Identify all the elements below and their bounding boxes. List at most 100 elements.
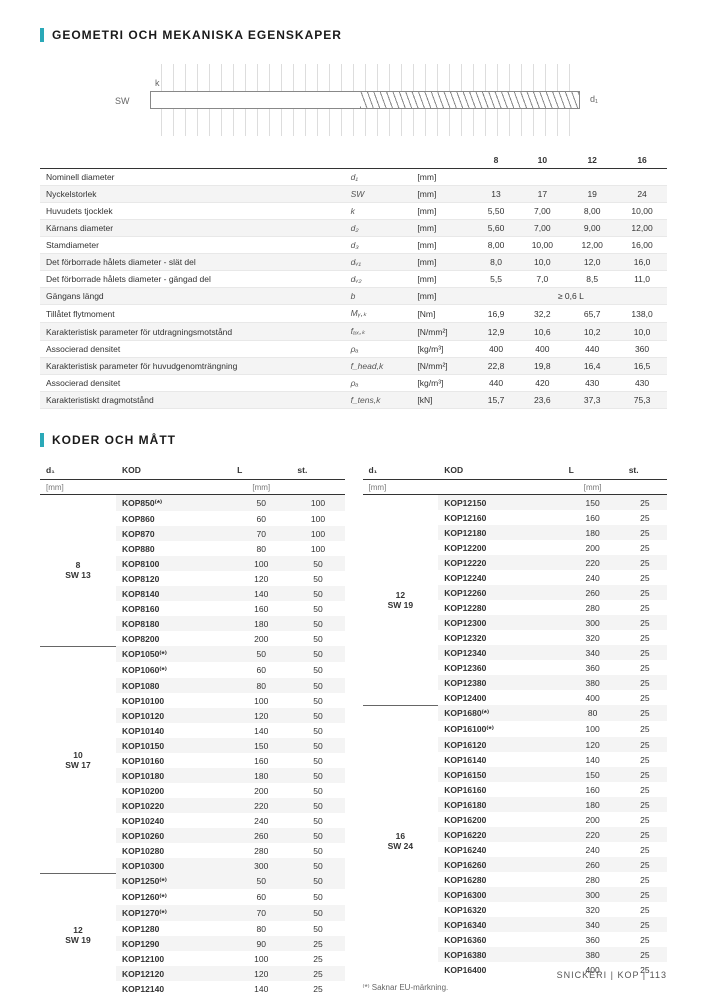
code-L: 220: [563, 555, 623, 570]
prop-value: ≥ 0,6 L: [475, 288, 667, 305]
code-kod: KOP10180: [116, 768, 231, 783]
col-kodr: KOD: [438, 461, 562, 480]
code-st: 25: [623, 947, 667, 962]
code-kod: KOP10120: [116, 708, 231, 723]
code-st: 25: [623, 797, 667, 812]
code-st: 50: [291, 858, 344, 873]
code-L: 50: [231, 646, 291, 662]
col-str: st.: [623, 461, 667, 480]
code-L: 80: [231, 541, 291, 556]
prop-value: [567, 169, 617, 186]
prop-value: 10,6: [517, 323, 567, 341]
code-kod: KOP12340: [438, 645, 562, 660]
prop-unit: [mm]: [411, 237, 474, 254]
code-st: 25: [623, 570, 667, 585]
prop-value: 8,0: [475, 254, 518, 271]
code-st: 25: [623, 842, 667, 857]
code-L: 200: [231, 783, 291, 798]
prop-value: [517, 169, 567, 186]
code-kod: KOP16150: [438, 767, 562, 782]
prop-label: Stamdiameter: [40, 237, 345, 254]
code-kod: KOP16260: [438, 857, 562, 872]
prop-value: 138,0: [617, 305, 667, 323]
prop-value: 65,7: [567, 305, 617, 323]
code-L: 300: [231, 858, 291, 873]
code-L: 100: [563, 721, 623, 737]
code-kod: KOP12260: [438, 585, 562, 600]
prop-value: 400: [475, 341, 518, 358]
code-st: 25: [623, 690, 667, 705]
code-L: 160: [563, 782, 623, 797]
prop-symbol: SW: [345, 186, 412, 203]
code-st: 25: [623, 917, 667, 932]
code-kod: KOP1250⁽*⁾: [116, 873, 231, 889]
prop-label: Karakteristisk parameter för utdragnings…: [40, 323, 345, 341]
section2-title: KODER OCH MÅTT: [40, 433, 667, 447]
code-kod: KOP16280: [438, 872, 562, 887]
prop-value: 440: [475, 375, 518, 392]
col-Lr: L: [563, 461, 623, 480]
code-kod: KOP12320: [438, 630, 562, 645]
prop-symbol: f_head,k: [345, 358, 412, 375]
prop-value: 11,0: [617, 271, 667, 288]
code-L: 160: [231, 753, 291, 768]
code-st: 25: [623, 540, 667, 555]
code-L: 320: [563, 630, 623, 645]
footnote: ⁽*⁾ Saknar EU-märkning.: [363, 983, 668, 992]
prop-value: 12,00: [617, 220, 667, 237]
code-L: 280: [563, 872, 623, 887]
code-st: 25: [623, 525, 667, 540]
code-kod: KOP12180: [438, 525, 562, 540]
label-k: k: [155, 78, 160, 88]
code-st: 25: [623, 872, 667, 887]
code-st: 25: [623, 767, 667, 782]
prop-label: Kärnans diameter: [40, 220, 345, 237]
code-kod: KOP16160: [438, 782, 562, 797]
prop-value: 360: [617, 341, 667, 358]
code-st: 50: [291, 828, 344, 843]
prop-value: 15,7: [475, 392, 518, 409]
code-L: 220: [563, 827, 623, 842]
prop-value: 75,3: [617, 392, 667, 409]
code-st: 100: [291, 526, 344, 541]
prop-value: 5,5: [475, 271, 518, 288]
code-L: 200: [563, 540, 623, 555]
code-kod: KOP10100: [116, 693, 231, 708]
prop-value: 22,8: [475, 358, 518, 375]
code-kod: KOP10240: [116, 813, 231, 828]
prop-unit: [N/mm²]: [411, 323, 474, 341]
prop-value: 10,0: [517, 254, 567, 271]
prop-value: 8,00: [475, 237, 518, 254]
prop-value: 23,6: [517, 392, 567, 409]
code-st: 25: [623, 932, 667, 947]
prop-value: 16,0: [617, 254, 667, 271]
code-kod: KOP1680⁽*⁾: [438, 705, 562, 721]
code-L: 180: [231, 616, 291, 631]
props-header: [345, 152, 412, 169]
code-kod: KOP16100⁽*⁾: [438, 721, 562, 737]
code-kod: KOP10200: [116, 783, 231, 798]
label-d1: d₁: [590, 94, 598, 104]
col-st: st.: [291, 461, 344, 480]
code-kod: KOP12150: [438, 495, 562, 511]
prop-value: 16,5: [617, 358, 667, 375]
code-kod: KOP16200: [438, 812, 562, 827]
code-st: 50: [291, 738, 344, 753]
props-header: 12: [567, 152, 617, 169]
code-st: 25: [623, 630, 667, 645]
prop-value: 16,9: [475, 305, 518, 323]
code-L: 180: [563, 797, 623, 812]
prop-label: Nyckelstorlek: [40, 186, 345, 203]
code-kod: KOP850⁽*⁾: [116, 495, 231, 512]
code-kod: KOP16180: [438, 797, 562, 812]
prop-value: 24: [617, 186, 667, 203]
code-st: 25: [623, 645, 667, 660]
prop-value: 9,00: [567, 220, 617, 237]
code-st: 100: [291, 495, 344, 512]
code-kod: KOP10300: [116, 858, 231, 873]
code-st: 50: [291, 753, 344, 768]
props-header: 10: [517, 152, 567, 169]
code-kod: KOP16240: [438, 842, 562, 857]
code-st: 25: [623, 857, 667, 872]
properties-table: 8101216Nominell diameterd₁[mm]Nyckelstor…: [40, 152, 667, 409]
